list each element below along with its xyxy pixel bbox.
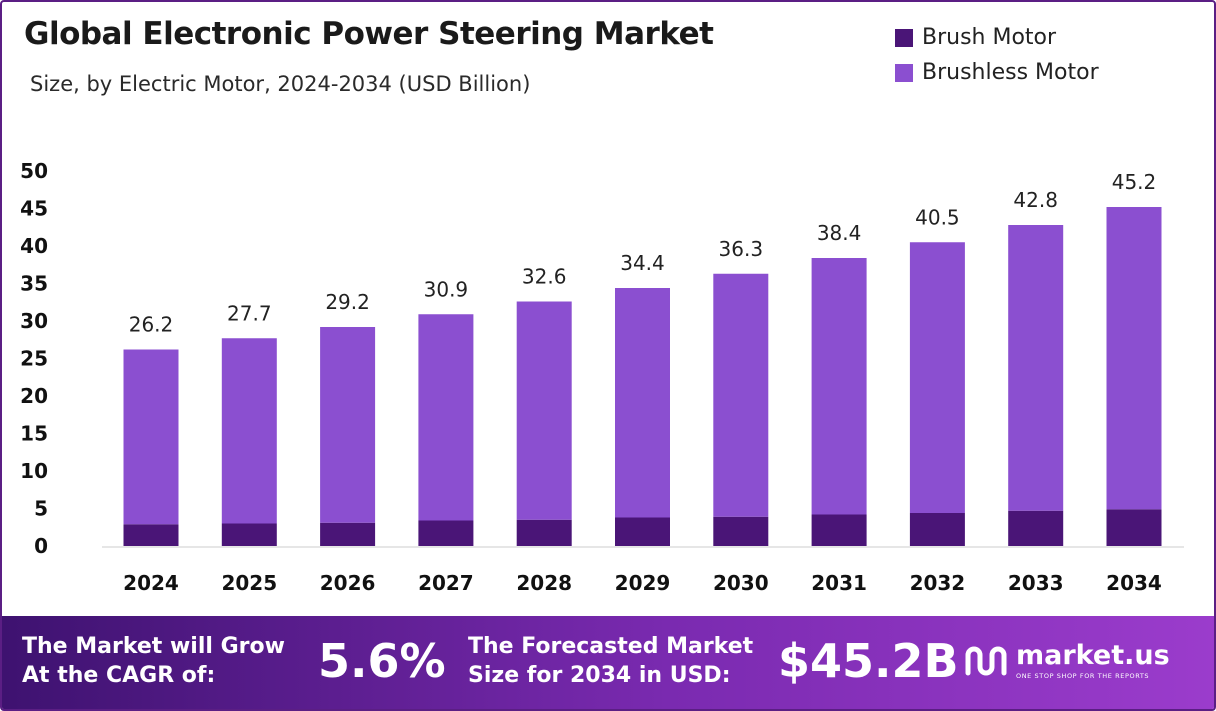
- forecast-label-line2: Size for 2034 in USD:: [468, 663, 731, 688]
- x-tick-label: 2027: [418, 571, 474, 595]
- x-tick-label: 2029: [615, 571, 671, 595]
- x-tick-label: 2024: [123, 571, 179, 595]
- y-tick-label: 0: [34, 534, 48, 558]
- x-tick-label: 2031: [811, 571, 867, 595]
- bar-brushless-motor: [1106, 207, 1162, 510]
- bar-brushless-motor: [909, 242, 965, 513]
- cagr-label: The Market will Grow At the CAGR of:: [22, 632, 285, 690]
- forecast-label-line1: The Forecasted Market: [468, 634, 754, 659]
- legend-swatch-brush-motor: [895, 28, 913, 47]
- legend-label-brush-motor: Brush Motor: [922, 25, 1057, 50]
- cagr-value: 5.6%: [318, 634, 446, 688]
- bar-brushless-motor: [221, 338, 277, 524]
- bar-brush-motor: [615, 517, 670, 546]
- data-label-total: 27.7: [227, 301, 272, 325]
- bar-brushless-motor: [1008, 225, 1064, 511]
- chart-subtitle: Size, by Electric Motor, 2024-2034 (USD …: [30, 72, 531, 96]
- bar-brush-motor: [1008, 510, 1064, 546]
- bar-brush-motor: [713, 516, 769, 546]
- y-tick-label: 25: [20, 347, 48, 371]
- y-tick-label: 45: [20, 197, 48, 221]
- legend-item-brushless-motor: Brushless Motor: [895, 55, 1099, 90]
- legend-swatch-brushless-motor: [895, 63, 913, 82]
- y-tick-label: 5: [34, 497, 48, 521]
- y-tick-label: 20: [20, 384, 48, 408]
- bar-brushless-motor: [418, 314, 474, 521]
- bar-brushless-motor: [516, 301, 572, 520]
- bar-brush-motor: [909, 513, 965, 546]
- forecast-label: The Forecasted Market Size for 2034 in U…: [468, 632, 753, 690]
- x-tick-label: 2030: [713, 571, 769, 595]
- legend-item-brush-motor: Brush Motor: [895, 20, 1099, 55]
- data-label-total: 34.4: [620, 251, 665, 275]
- legend-label-brushless-motor: Brushless Motor: [922, 60, 1099, 85]
- y-tick-label: 10: [20, 459, 48, 483]
- bar-brush-motor: [811, 514, 867, 546]
- x-tick-label: 2033: [1008, 571, 1064, 595]
- x-tick-label: 2034: [1106, 571, 1162, 595]
- data-label-total: 42.8: [1013, 188, 1058, 212]
- data-label-total: 45.2: [1112, 170, 1157, 194]
- y-tick-label: 40: [20, 234, 48, 258]
- y-tick-label: 30: [20, 309, 48, 333]
- data-label-total: 29.2: [325, 290, 370, 314]
- brand-name: market.us: [1016, 640, 1170, 671]
- x-tick-label: 2025: [221, 571, 277, 595]
- forecast-value: $45.2B: [778, 634, 959, 688]
- data-label-total: 26.2: [129, 313, 174, 337]
- cagr-label-line2: At the CAGR of:: [22, 663, 216, 688]
- data-label-total: 38.4: [817, 221, 862, 245]
- y-tick-label: 15: [20, 422, 48, 446]
- data-label-total: 32.6: [522, 265, 567, 289]
- bar-brushless-motor: [123, 349, 179, 525]
- bar-brushless-motor: [713, 273, 769, 517]
- chart-title: Global Electronic Power Steering Market: [24, 16, 714, 52]
- data-label-total: 30.9: [424, 277, 469, 301]
- y-tick-label: 35: [20, 272, 48, 296]
- bar-chart: 0510152025303540455026.2202427.7202529.2…: [20, 159, 1184, 595]
- market-us-logo-icon: [965, 646, 1007, 676]
- bar-brushless-motor: [615, 288, 670, 518]
- bar-brush-motor: [418, 520, 474, 546]
- bar-brush-motor: [516, 519, 572, 546]
- brand-tagline: ONE STOP SHOP FOR THE REPORTS: [1016, 672, 1150, 680]
- cagr-label-line1: The Market will Grow: [22, 634, 285, 659]
- data-label-total: 36.3: [719, 237, 764, 261]
- footer-banner: The Market will Grow At the CAGR of: 5.6…: [2, 616, 1214, 709]
- bar-brush-motor: [123, 524, 179, 546]
- data-label-total: 40.5: [915, 205, 960, 229]
- bar-brushless-motor: [811, 258, 867, 515]
- bar-brush-motor: [320, 522, 376, 546]
- brand-logo: market.us ONE STOP SHOP FOR THE REPORTS: [964, 640, 1170, 680]
- x-tick-label: 2026: [320, 571, 376, 595]
- bar-brush-motor: [221, 523, 277, 546]
- legend: Brush Motor Brushless Motor: [895, 20, 1099, 90]
- bar-brushless-motor: [320, 327, 376, 523]
- x-tick-label: 2028: [516, 571, 572, 595]
- x-tick-label: 2032: [910, 571, 966, 595]
- bar-brush-motor: [1106, 509, 1162, 546]
- y-tick-label: 50: [20, 159, 48, 183]
